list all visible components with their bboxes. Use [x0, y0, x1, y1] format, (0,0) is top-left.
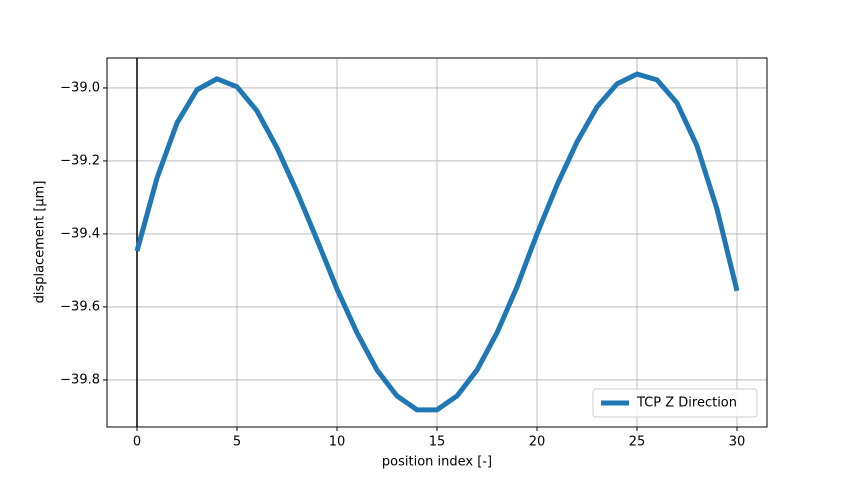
y-axis-label: displacement [μm]: [33, 181, 48, 304]
x-tick-label: 0: [133, 435, 141, 450]
y-tick-label: −39.4: [60, 226, 100, 241]
x-tick-label: 5: [233, 435, 241, 450]
plot-frame: [106, 57, 768, 428]
x-tick-label: 10: [329, 435, 346, 450]
legend-box: [592, 388, 758, 418]
y-tick-label: −39.2: [60, 153, 100, 168]
x-tick-label: 20: [529, 435, 546, 450]
y-tick-label: −39.8: [60, 372, 100, 387]
y-tick-label: −39.6: [60, 299, 100, 314]
y-tick-label: −39.0: [60, 80, 100, 95]
x-tick-label: 25: [629, 435, 646, 450]
x-axis-label: position index [-]: [382, 455, 492, 470]
legend: TCP Z Direction: [592, 388, 758, 418]
x-tick-label: 30: [729, 435, 746, 450]
legend-label: TCP Z Direction: [636, 396, 737, 411]
data-line: [134, 71, 740, 413]
x-tick-label: 15: [429, 435, 446, 450]
